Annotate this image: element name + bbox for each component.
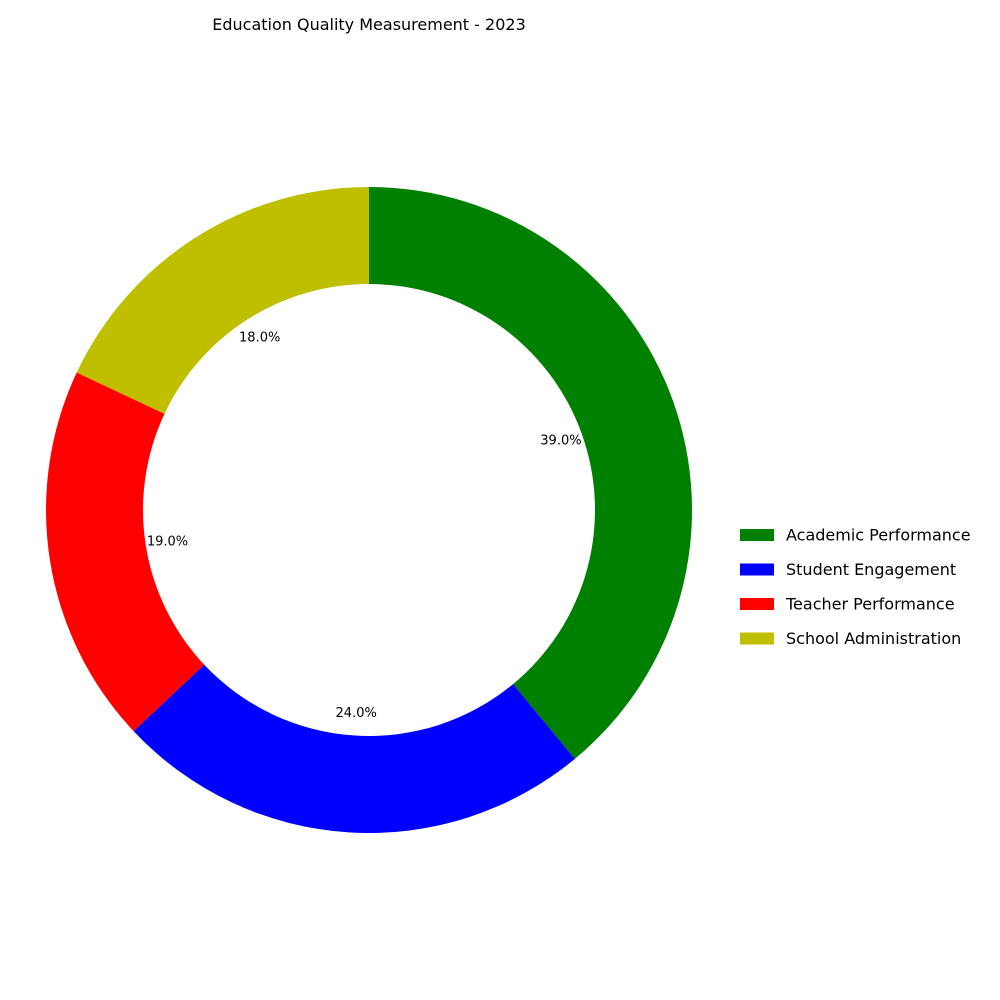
donut-slices bbox=[46, 187, 692, 833]
percentage-labels: 39.0% 24.0% 19.0% 18.0% bbox=[147, 330, 582, 721]
chart-title: Education Quality Measurement - 2023 bbox=[212, 15, 526, 34]
legend-label-school-administration: School Administration bbox=[786, 629, 961, 648]
legend-label-student-engagement: Student Engagement bbox=[786, 560, 956, 579]
slice-student-engagement bbox=[134, 665, 575, 833]
slice-school-administration bbox=[77, 187, 369, 414]
slice-teacher-performance bbox=[46, 372, 204, 731]
legend-label-academic-performance: Academic Performance bbox=[786, 526, 971, 545]
slice-academic-performance bbox=[369, 187, 692, 759]
pct-label-academic-performance: 39.0% bbox=[540, 433, 581, 448]
pct-label-student-engagement: 24.0% bbox=[336, 706, 377, 721]
legend-label-teacher-performance: Teacher Performance bbox=[785, 595, 955, 614]
chart-legend: Academic Performance Student Engagement Te… bbox=[740, 526, 971, 649]
legend-swatch-academic-performance bbox=[740, 529, 774, 541]
legend-swatch-school-administration bbox=[740, 633, 774, 645]
pct-label-teacher-performance: 19.0% bbox=[147, 534, 188, 549]
legend-swatch-teacher-performance bbox=[740, 598, 774, 610]
pct-label-school-administration: 18.0% bbox=[239, 330, 280, 345]
legend-swatch-student-engagement bbox=[740, 564, 774, 576]
